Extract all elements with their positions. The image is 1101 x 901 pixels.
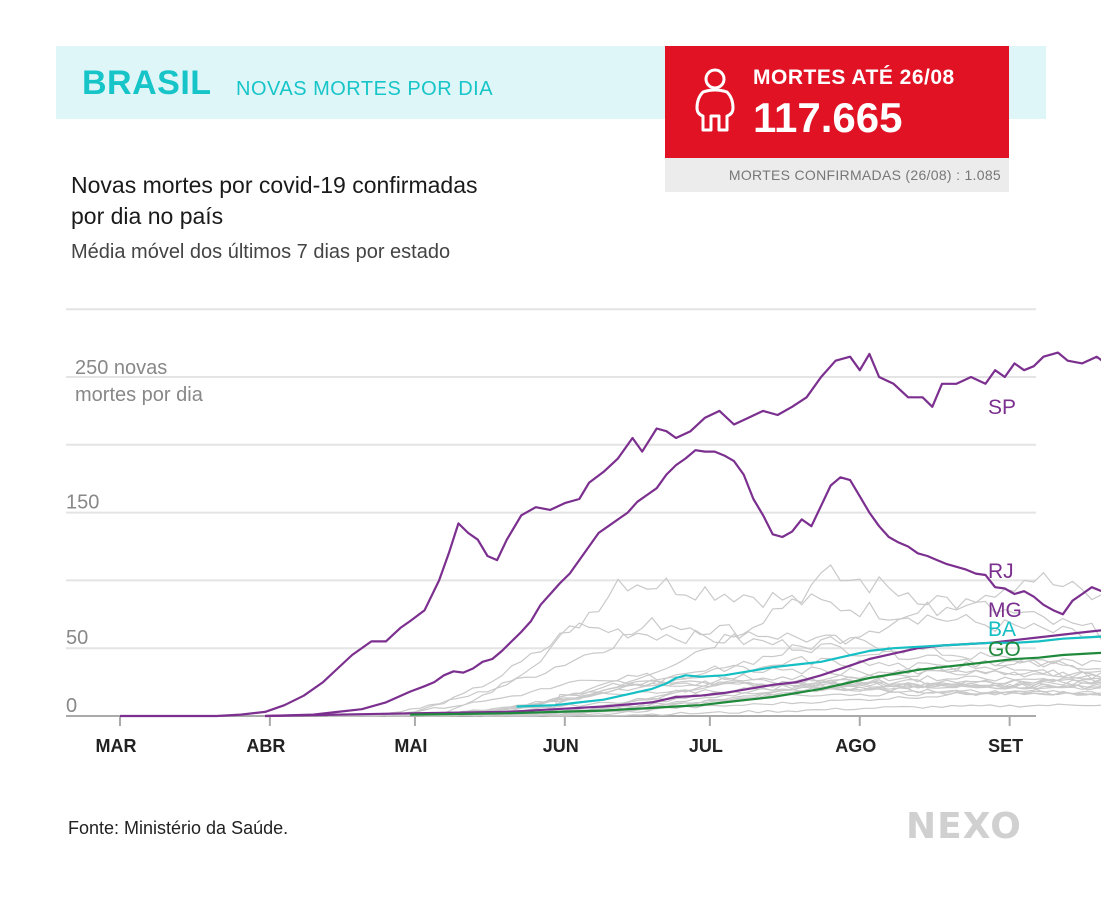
confirmed-deaths-note: MORTES CONFIRMADAS (26/08) : 1.085 bbox=[728, 167, 1001, 183]
y-tick-label: 150 bbox=[66, 492, 99, 514]
y-axis-unit-label: mortes por dia bbox=[75, 384, 204, 406]
x-tick-label: MAI bbox=[394, 736, 427, 756]
x-tick-label: ABR bbox=[246, 736, 285, 756]
total-deaths-value: 117.665 bbox=[753, 94, 903, 141]
x-tick-label: SET bbox=[988, 736, 1023, 756]
series-line-go bbox=[410, 651, 1101, 716]
state-line bbox=[549, 679, 1101, 717]
total-deaths-label: MORTES ATÉ 26/08 bbox=[753, 66, 955, 89]
total-deaths-box: MORTES ATÉ 26/08 117.665 bbox=[665, 46, 1009, 158]
source-note: Fonte: Ministério da Saúde. bbox=[68, 818, 289, 838]
state-line bbox=[501, 678, 1101, 717]
series-line-ba bbox=[516, 635, 1101, 708]
y-axis-unit-label: 250 novas bbox=[75, 357, 167, 379]
grid-layer bbox=[66, 308, 1036, 726]
chart-subtitle: Média móvel dos últimos 7 dias por estad… bbox=[71, 241, 451, 263]
y-tick-label: 0 bbox=[66, 695, 77, 717]
series-layer bbox=[120, 351, 1101, 718]
series-label-rj: RJ bbox=[988, 560, 1014, 583]
x-tick-label: JUL bbox=[689, 736, 723, 756]
series-line-sp bbox=[120, 351, 1101, 718]
series-label-go: GO bbox=[988, 638, 1021, 661]
state-line bbox=[424, 577, 1101, 717]
chart-title: Novas mortes por covid-19 confirmadas po… bbox=[71, 172, 478, 229]
country-title: BRASIL bbox=[82, 64, 212, 102]
series-label-ba: BA bbox=[988, 618, 1016, 641]
state-line bbox=[352, 616, 1101, 717]
x-tick-label: AGO bbox=[835, 736, 876, 756]
series-label-mg: MG bbox=[988, 599, 1022, 622]
state-line bbox=[501, 655, 1101, 717]
state-line bbox=[347, 679, 1101, 717]
confirmed-deaths-bar: MORTES CONFIRMADAS (26/08) : 1.085 bbox=[665, 158, 1009, 192]
label-layer: 0 50 150 250 novas mortes por dia MAR ABR MAI JU… bbox=[66, 357, 1023, 756]
series-line-mg bbox=[265, 629, 1101, 718]
state-line bbox=[482, 676, 1101, 717]
header-subtitle: NOVAS MORTES POR DIA bbox=[236, 78, 494, 100]
state-line bbox=[395, 664, 1101, 717]
x-tick-label: JUN bbox=[543, 736, 579, 756]
person-icon bbox=[695, 68, 735, 132]
x-tick-label: MAR bbox=[96, 736, 137, 756]
state-line bbox=[506, 703, 1101, 717]
state-line bbox=[453, 672, 1101, 717]
state-line bbox=[385, 622, 1101, 717]
series-line-rj bbox=[265, 449, 1101, 718]
nexo-logo: NEXO bbox=[906, 806, 1022, 847]
series-label-sp: SP bbox=[988, 396, 1016, 419]
y-tick-label: 50 bbox=[66, 627, 88, 649]
state-line bbox=[395, 571, 1101, 717]
